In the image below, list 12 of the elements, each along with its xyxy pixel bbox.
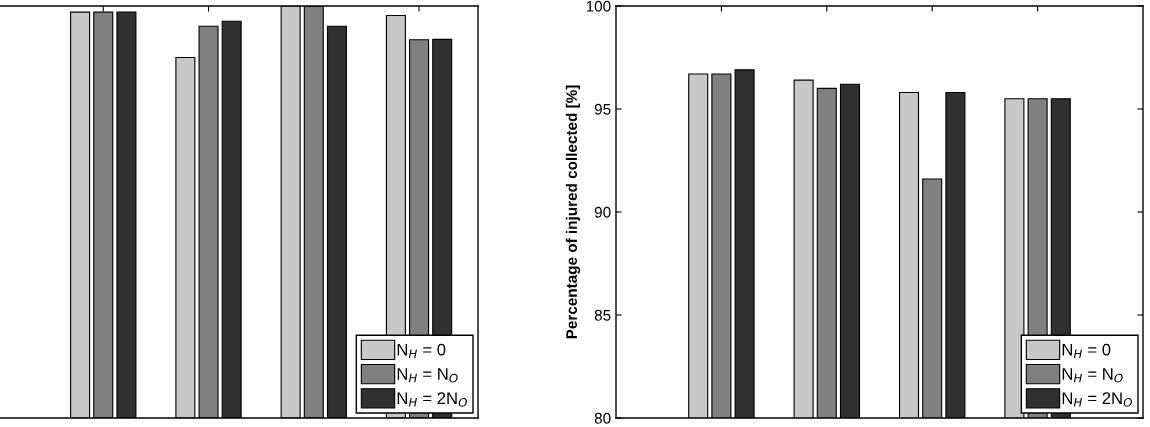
legend-label: N$_{H}$ = N$_{O}$ (1062, 368, 1123, 383)
legend-label: N$_{H}$ = 2N$_{O}$ (1062, 392, 1132, 407)
y-tick-label: 85 (594, 309, 611, 321)
legend-label: N$_{H}$ = N$_{O}$ (397, 368, 458, 383)
y-tick-label: 100 (586, 0, 611, 12)
legend-label: N$_{H}$ = 0 (397, 343, 446, 359)
y-tick-label: 90 (594, 206, 611, 218)
y-tick-label: 80 (594, 412, 611, 424)
y-axis-title: Percentage of injured collected [%] (565, 85, 581, 339)
y-tick-label: 95 (594, 103, 611, 115)
legend-label: N$_{H}$ = 2N$_{O}$ (397, 392, 467, 407)
legend-label: N$_{H}$ = 0 (1062, 343, 1111, 359)
